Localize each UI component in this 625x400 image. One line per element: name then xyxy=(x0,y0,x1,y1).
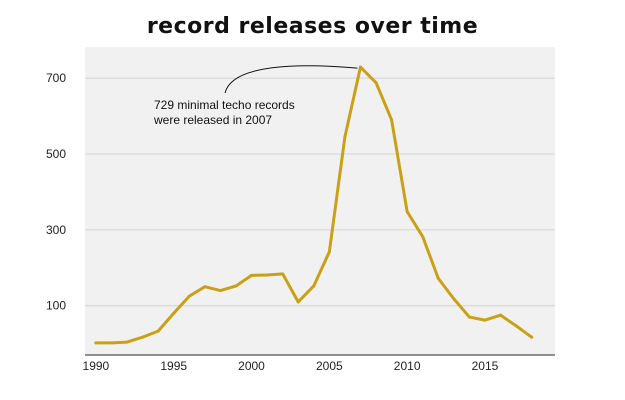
data-point xyxy=(94,341,98,345)
plot-background xyxy=(85,47,555,355)
data-point xyxy=(218,289,222,293)
data-point xyxy=(452,297,456,301)
data-point xyxy=(125,340,129,344)
data-point xyxy=(172,311,176,315)
grid-lines xyxy=(85,77,555,307)
data-point xyxy=(405,210,409,214)
annotation-text: 729 minimal techo records xyxy=(154,98,295,112)
annotation-leader-line xyxy=(224,65,358,94)
x-tick-label: 2015 xyxy=(472,359,499,373)
annotation-text: were released in 2007 xyxy=(153,113,272,127)
data-point xyxy=(327,250,331,254)
data-point xyxy=(109,341,113,345)
x-tick-label: 2010 xyxy=(394,359,421,373)
data-point xyxy=(312,284,316,288)
data-point xyxy=(358,65,362,69)
y-tick-label: 300 xyxy=(46,223,66,237)
data-point xyxy=(530,335,534,339)
x-tick-label: 2000 xyxy=(238,359,265,373)
data-point xyxy=(187,294,191,298)
plot-area xyxy=(85,47,555,355)
data-point xyxy=(374,81,378,85)
x-tick-label: 1995 xyxy=(160,359,187,373)
tick-labels: 100 300 500 700 1990 1995 2000 2005 2010 2015 xyxy=(46,71,499,373)
data-point xyxy=(234,284,238,288)
x-tick-label: 1990 xyxy=(83,359,110,373)
data-point xyxy=(514,324,518,328)
data-point xyxy=(467,315,471,319)
data-point xyxy=(390,118,394,122)
data-point xyxy=(156,329,160,333)
y-tick-label: 500 xyxy=(46,147,66,161)
data-point xyxy=(421,235,425,239)
y-tick-label: 100 xyxy=(46,299,66,313)
data-point xyxy=(265,273,269,277)
data-point xyxy=(499,313,503,317)
data-point xyxy=(483,318,487,322)
data-point xyxy=(203,285,207,289)
data-point xyxy=(141,335,145,339)
series-layer xyxy=(94,65,534,345)
chart-title: record releases over time xyxy=(146,14,479,39)
data-point xyxy=(281,272,285,276)
data-point xyxy=(296,300,300,304)
y-tick-label: 700 xyxy=(46,71,66,85)
data-point xyxy=(343,135,347,139)
data-point xyxy=(436,276,440,280)
data-point xyxy=(250,273,254,277)
x-tick-label: 2005 xyxy=(316,359,343,373)
